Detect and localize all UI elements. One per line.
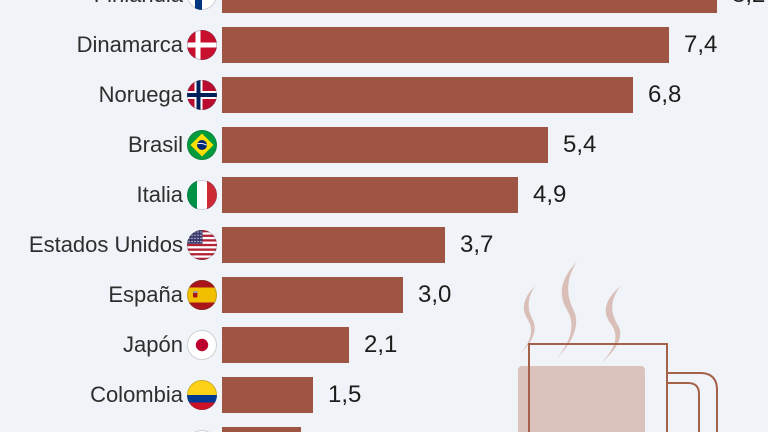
country-label: Dinamarca	[76, 32, 183, 57]
value-label: 3,0	[418, 281, 452, 308]
bar-row: Italia 4,9	[0, 170, 768, 220]
bar	[222, 277, 403, 313]
value-label: 3,7	[460, 231, 494, 258]
country-label: Italia	[136, 182, 183, 207]
bar	[222, 377, 313, 413]
value-label: 6,8	[648, 81, 682, 108]
country-flag-icon-cropped	[187, 430, 217, 432]
bar	[222, 27, 669, 63]
country-flag-icon-brazil	[187, 130, 217, 160]
bar-row: Brasil 5,4	[0, 120, 768, 170]
country-flag-icon-denmark	[187, 30, 217, 60]
value-label: 2,1	[364, 331, 398, 358]
value-label: 5,4	[563, 131, 597, 158]
country-flag-icon-spain	[187, 280, 217, 310]
bar-row: Noruega 6,8	[0, 70, 768, 120]
country-flag-icon-united-states	[187, 230, 217, 260]
bar	[222, 0, 717, 13]
country-flag-icon-finland	[187, 0, 217, 10]
value-label: 8,2	[732, 0, 765, 9]
bar	[222, 127, 548, 163]
country-flag-icon-norway	[187, 80, 217, 110]
bar-row: Estados Unidos 3,7	[0, 220, 768, 270]
country-label: Japón	[123, 332, 183, 357]
country-flag-icon-japan	[187, 330, 217, 360]
bar-row: Japón 2,1	[0, 320, 768, 370]
country-flag-icon-italy	[187, 180, 217, 210]
country-label: Noruega	[98, 82, 183, 107]
country-label: Colombia	[90, 382, 183, 407]
mug-icon	[518, 343, 718, 432]
bar-row: España 3,0	[0, 270, 768, 320]
bar	[222, 177, 518, 213]
country-label: Brasil	[127, 132, 183, 157]
country-flag-icon-colombia	[187, 380, 217, 410]
country-label: Estados Unidos	[28, 232, 183, 257]
country-label: España	[108, 282, 183, 307]
bar-row	[0, 420, 768, 432]
country-label: Finlandia	[0, 0, 183, 8]
value-label: 4,9	[533, 181, 567, 208]
bar-row: Colombia 1,5	[0, 370, 768, 420]
value-label: 1,5	[328, 381, 362, 408]
value-label: 7,4	[684, 31, 718, 58]
bar-row: Finlandia 8,2	[0, 0, 768, 20]
bar	[222, 77, 633, 113]
bar	[222, 427, 301, 432]
bar	[222, 327, 349, 363]
bar-row: Dinamarca 7,4	[0, 20, 768, 70]
bar	[222, 227, 445, 263]
